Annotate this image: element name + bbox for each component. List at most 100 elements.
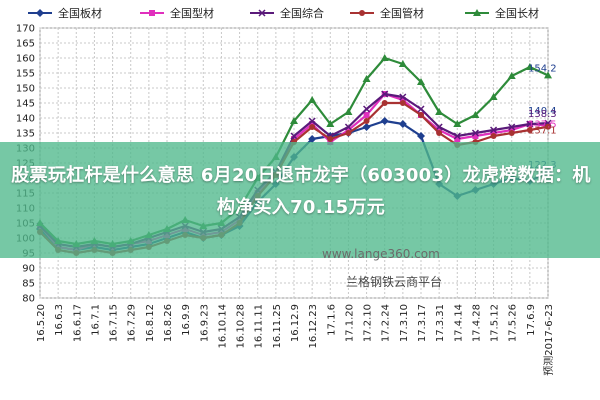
data-point	[290, 117, 298, 124]
x-tick-label: 17.3.17	[417, 304, 428, 342]
data-point	[381, 100, 388, 106]
data-point	[359, 10, 365, 16]
data-point	[417, 105, 425, 113]
data-point	[544, 71, 552, 79]
x-tick-label: 16.8.12	[145, 304, 156, 342]
watermark-platform: 兰格钢铁云商平台	[346, 275, 443, 289]
end-value-label: 154.2	[528, 63, 557, 74]
data-point	[454, 136, 461, 142]
x-tick-label: 16.11.11	[254, 304, 265, 349]
data-point	[508, 123, 516, 131]
x-tick-label: 16.9.9	[181, 304, 192, 336]
data-point	[380, 54, 389, 61]
legend-label: 全国长材	[495, 6, 539, 20]
data-point	[149, 10, 155, 16]
x-tick-label: 16.7.29	[127, 304, 138, 342]
data-point	[525, 63, 534, 70]
x-tick-label: 17.3.10	[399, 304, 410, 342]
x-tick-label: 16.6.3	[54, 304, 65, 336]
x-tick-label: 17.1.20	[344, 304, 355, 342]
data-point	[507, 72, 516, 79]
data-point	[36, 9, 44, 17]
data-point	[473, 9, 481, 16]
data-point	[398, 60, 407, 67]
y-tick-label: 155	[16, 69, 35, 80]
x-tick-label: 16.8.26	[163, 304, 174, 342]
legend-item: 全国长材	[465, 6, 539, 20]
legend-label: 全国综合	[280, 6, 324, 20]
data-point	[363, 112, 370, 118]
data-point	[417, 132, 425, 140]
data-point	[380, 117, 389, 125]
x-tick-label: 16.10.28	[236, 304, 247, 349]
chart-legend: 全国板材 全国型材 全国综合 全国管材 全国长材	[28, 6, 539, 20]
x-tick-label: 16.6.17	[72, 304, 83, 342]
legend-item: 全国综合	[250, 6, 324, 20]
x-tick-label: 17.1.6	[326, 304, 337, 336]
data-point	[309, 124, 316, 130]
data-point	[327, 136, 334, 142]
y-tick-label: 85	[22, 279, 35, 290]
data-point	[453, 132, 461, 140]
data-point	[308, 96, 317, 103]
data-point	[308, 135, 317, 143]
x-tick-label: 17.2.10	[363, 304, 374, 342]
x-tick-label: 16.9.23	[199, 304, 210, 342]
x-tick-label: 16.10.14	[217, 304, 228, 349]
data-point	[290, 132, 298, 140]
x-tick-label: 17.3.31	[435, 304, 446, 342]
watermark-site: www.lange360.com	[322, 247, 440, 261]
data-point	[417, 78, 425, 85]
y-tick-label: 145	[16, 99, 35, 110]
x-tick-label: 16.12.23	[308, 304, 319, 349]
data-point	[490, 126, 498, 134]
title-overlay-band	[0, 142, 600, 258]
data-point	[471, 129, 479, 137]
y-tick-label: 150	[16, 84, 35, 95]
y-tick-label: 170	[16, 24, 35, 35]
data-point	[363, 105, 371, 113]
legend-label: 全国型材	[170, 6, 214, 20]
data-point	[363, 118, 370, 124]
x-tick-label: 16.11.25	[272, 304, 283, 349]
legend-label: 全国管材	[380, 6, 424, 20]
data-point	[526, 127, 533, 133]
data-point	[398, 120, 407, 128]
legend-item: 全国型材	[140, 6, 214, 20]
data-point	[526, 120, 534, 128]
x-tick-label: 17.6.9	[526, 304, 537, 336]
x-tick-label: 17.5.26	[508, 304, 519, 342]
data-point	[489, 93, 498, 100]
data-point	[362, 75, 371, 82]
data-point	[399, 100, 406, 106]
legend-item: 全国板材	[28, 6, 102, 20]
data-point	[344, 108, 353, 115]
data-point	[545, 123, 551, 130]
x-tick-label: 17.4.28	[471, 304, 482, 342]
x-tick-label: 17.2.24	[381, 304, 392, 342]
end-value-label: 140.4	[528, 106, 557, 117]
y-tick-label: 80	[22, 294, 35, 305]
data-point	[381, 90, 389, 98]
y-tick-label: 160	[16, 54, 35, 65]
end-value-label: 137.1	[528, 126, 557, 137]
x-tick-label: 17.5.12	[490, 304, 501, 342]
data-point	[453, 120, 462, 127]
data-point	[345, 130, 352, 136]
data-point	[472, 133, 479, 139]
x-tick-label: 预测2017-6-23	[542, 304, 555, 376]
legend-item: 全国管材	[350, 6, 424, 20]
data-point	[399, 93, 407, 101]
data-point	[435, 123, 443, 131]
x-tick-label: 16.7.1	[90, 304, 101, 336]
data-point	[308, 117, 316, 125]
end-value-label: 138.3	[528, 109, 557, 120]
x-tick-label: 17.4.14	[453, 304, 464, 342]
data-point	[418, 112, 424, 118]
y-tick-label: 165	[16, 39, 35, 50]
data-point	[326, 120, 335, 127]
end-value-label: 137.5	[528, 120, 557, 131]
x-tick-label: 16.5.20	[36, 304, 47, 342]
data-point	[490, 133, 497, 139]
data-point	[344, 123, 352, 131]
